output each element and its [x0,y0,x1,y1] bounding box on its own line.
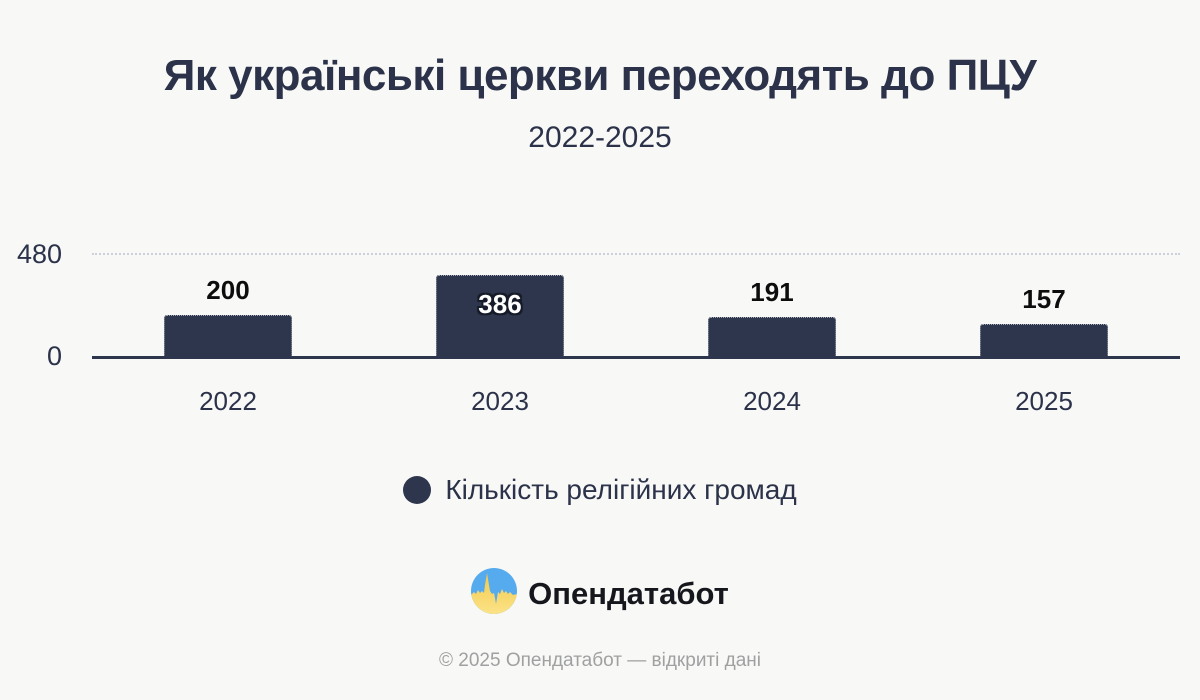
x-tick-label: 2024 [743,386,801,416]
bar-value-label: 386 [478,289,522,319]
bar-2025 [980,324,1108,358]
bar-2022 [164,315,292,358]
legend-marker-circle-icon [403,476,432,504]
x-tick-label: 2022 [199,386,257,416]
y-tick-480: 480 [16,239,62,269]
chart-title: Як українські церкви переходять до ПЦУ [163,51,1037,100]
header: Як українські церкви переходять до ПЦУ 2… [0,42,1200,155]
y-tick-0: 0 [46,341,62,371]
bar-value-label: 191 [750,277,794,307]
x-axis-labels: 2022 2023 2024 2025 [92,387,1180,417]
x-tick-label: 2023 [471,386,529,416]
brand-name: Опендатабот [528,575,729,611]
x-tick-label: 2025 [1015,386,1073,416]
legend-label: Кількість релігійних громад [445,474,797,505]
plot-area: 200 386 191 157 [92,253,1180,358]
chart-subtitle: 2022-2025 [528,121,672,154]
bar-2023 [436,275,564,358]
footer-text: © 2025 Опендатабот — відкриті дані [439,650,761,671]
bar-value-label: 200 [206,275,250,305]
legend: Кількість релігійних громад [0,474,1200,506]
x-axis-line [92,356,1180,359]
bar-2024 [708,317,836,358]
brand-lockup: Опендатабот [0,568,1200,619]
bar-value-label: 157 [1022,284,1066,314]
opendatabot-logo-icon [471,568,518,619]
